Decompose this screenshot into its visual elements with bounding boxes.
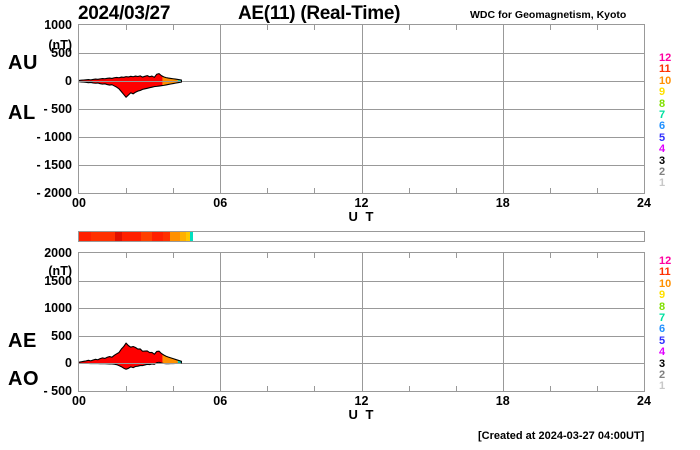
series-label-ao: AO [8,368,39,390]
ae-ao-x-axis-caption: U T [348,407,376,422]
legend-level-4: 4 [659,143,666,156]
legend-level-10: 10 [659,74,672,87]
legend-level-8: 8 [659,300,666,313]
y-tick-label: 2000 [44,246,72,260]
activity-segment [122,232,141,241]
au-al-x-axis-caption: U T [348,209,376,224]
legend-level-9: 9 [659,289,666,302]
legend-level-7: 7 [659,312,666,325]
activity-color-bar [78,231,645,242]
legend-level-3: 3 [659,154,666,167]
legend-level-5: 5 [659,334,666,347]
activity-segment [152,232,163,241]
y-tick-label: 0 [65,356,72,371]
legend-level-7: 7 [659,109,666,122]
activity-segment [162,232,171,241]
ae-ao-data-canvas [79,253,644,391]
y-tick-label: - 500 [43,102,73,116]
y-tick-label: - 1500 [36,158,72,172]
activity-segment [140,232,153,241]
chart-title-index: AE(11) (Real-Time) [238,3,401,24]
legend-level-12: 12 [659,52,672,64]
x-tick-label: 06 [213,196,228,210]
y-tick-label: 1000 [44,18,72,32]
legend-level-2: 2 [659,369,666,382]
legend-level-6: 6 [659,120,666,133]
chart-title-date: 2024/03/27 [78,3,171,24]
ae-ao-color-legend: 12 11 10 9 8 7 6 5 4 3 2 1 [656,255,682,393]
y-tick-label: - 2000 [36,186,72,200]
legend-level-4: 4 [659,346,666,359]
y-tick-label: - 500 [43,384,73,398]
legend-level-8: 8 [659,97,666,110]
series-label-al: AL [8,102,36,124]
y-tick-label: - 1000 [36,130,72,144]
x-tick-label: 06 [213,394,228,408]
legend-level-2: 2 [659,166,666,179]
y-tick-label: 1500 [44,273,72,288]
activity-segment [170,232,180,241]
x-tick-label: 00 [72,196,86,210]
legend-level-11: 11 [659,63,671,76]
x-tick-label: 18 [495,394,510,408]
activity-segment [193,232,644,241]
series-label-au: AU [8,52,38,74]
activity-segment [114,232,123,241]
y-tick-label: 1000 [44,301,72,316]
footer-created-timestamp: [Created at 2024-03-27 04:00UT] [478,430,645,442]
activity-segment [190,232,194,241]
legend-level-12: 12 [659,255,672,267]
x-tick-label: 12 [354,196,369,210]
x-tick-label: 24 [637,394,651,408]
series-label-ae: AE [8,330,37,352]
y-tick-label: 500 [51,328,72,343]
x-tick-label: 18 [495,196,510,210]
au-al-plot-area [78,24,645,194]
legend-level-10: 10 [659,277,672,290]
chart-attribution: WDC for Geomagnetism, Kyoto [470,9,627,21]
y-tick-label: 0 [65,74,72,88]
legend-level-3: 3 [659,357,666,370]
legend-level-6: 6 [659,323,666,336]
activity-segment [179,232,187,241]
y-tick-label: 500 [51,46,72,60]
legend-level-1: 1 [659,177,666,190]
activity-segment [79,232,91,241]
au-al-unit-label: (nT) [48,38,72,52]
legend-level-5: 5 [659,131,666,144]
x-tick-label: 24 [637,196,651,210]
au-al-data-canvas [79,25,644,193]
ae-ao-unit-label: (nT) [48,264,72,278]
activity-segment [186,232,191,241]
legend-level-1: 1 [659,380,666,393]
x-tick-label: 12 [354,394,369,408]
legend-level-9: 9 [659,86,666,99]
legend-level-11: 11 [659,266,671,279]
activity-segment [90,232,115,241]
ae-ao-plot-area [78,252,645,392]
au-al-color-legend: 12 11 10 9 8 7 6 5 4 3 2 1 [656,52,682,190]
x-tick-label: 00 [72,394,86,408]
